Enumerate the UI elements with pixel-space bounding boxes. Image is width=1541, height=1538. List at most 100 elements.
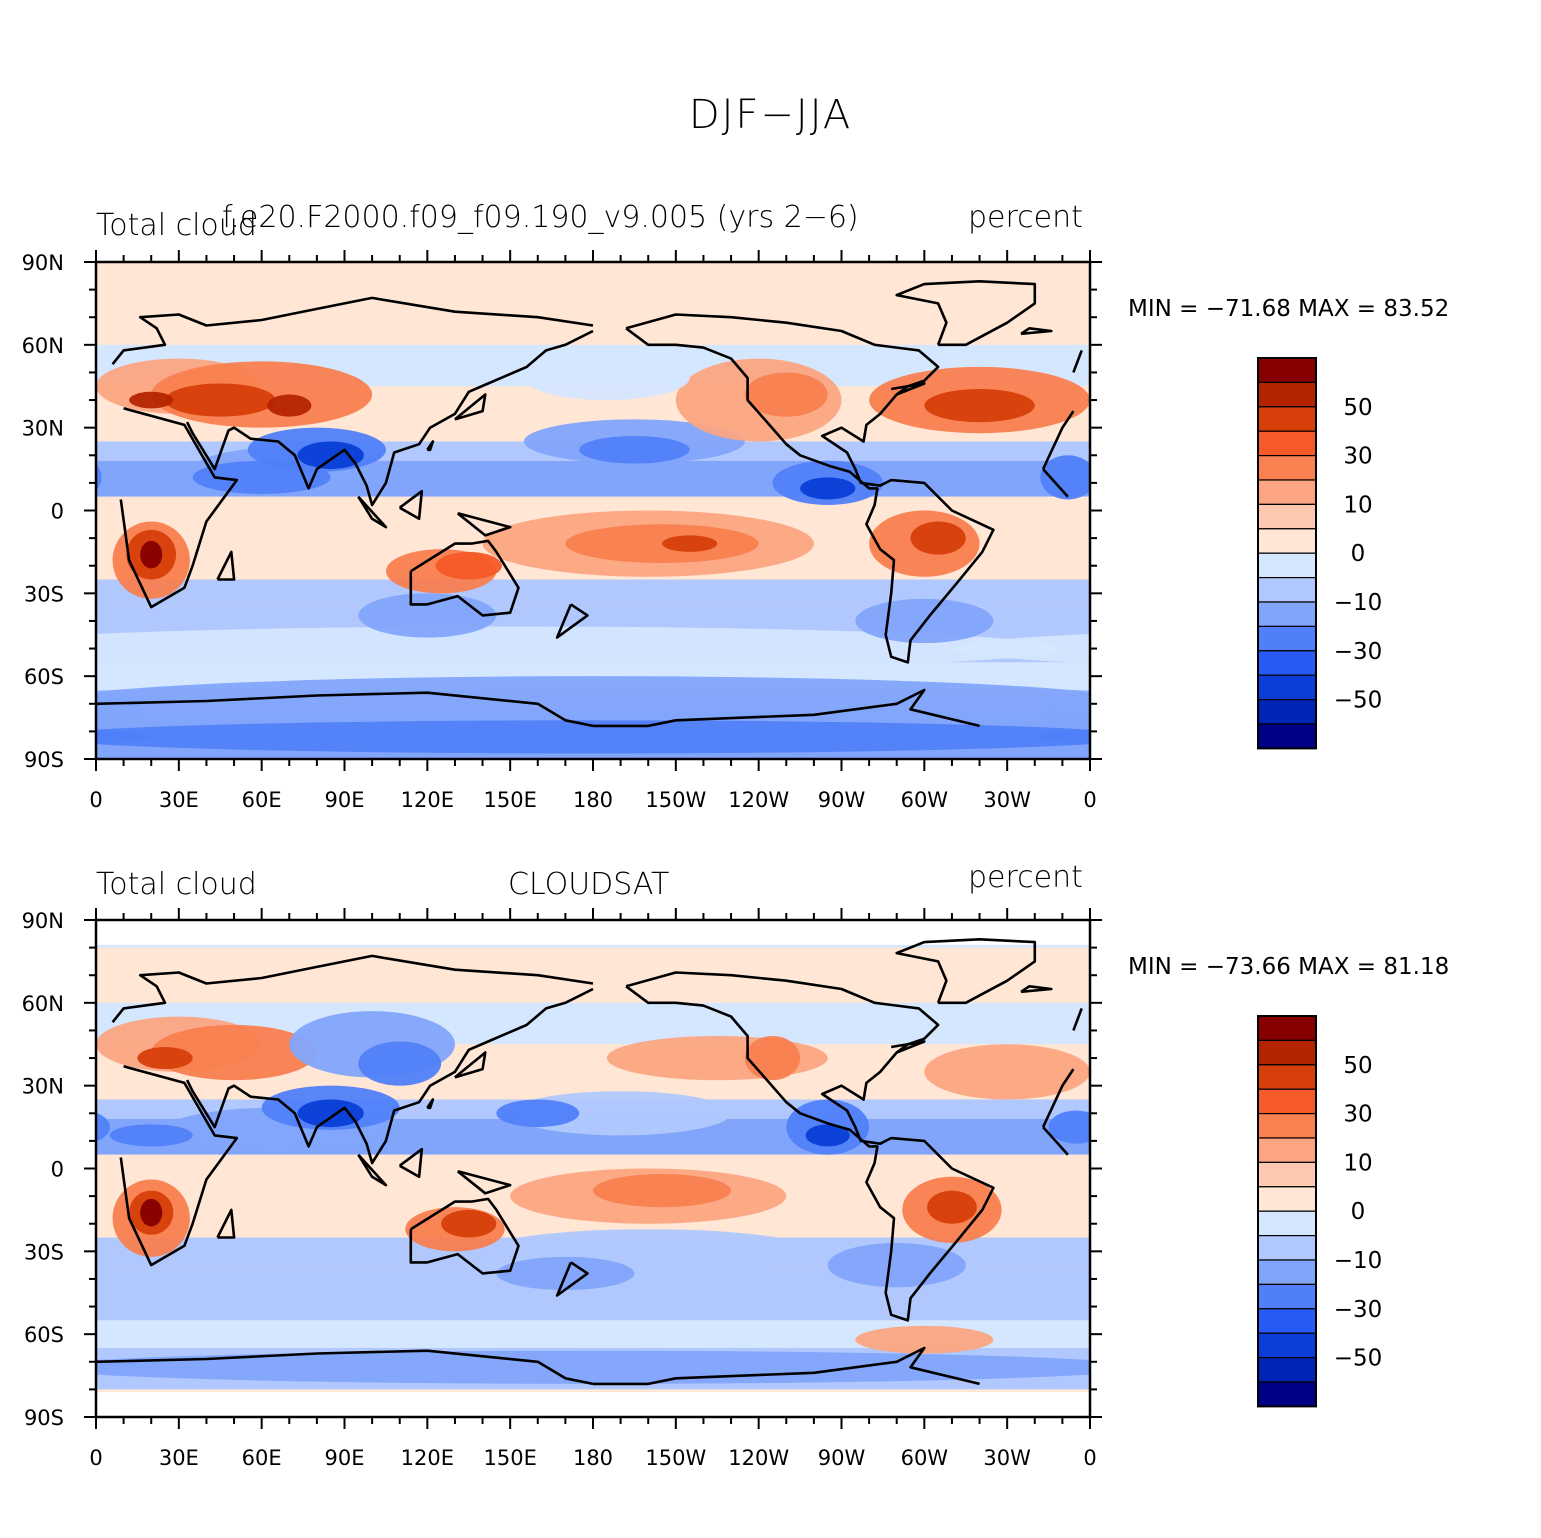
colorbar-box — [1257, 357, 1317, 383]
panel1-minmax: MIN = −71.68 MAX = 83.52 — [1128, 296, 1449, 322]
panel1-min: MIN = −71.68 — [1128, 296, 1291, 322]
colorbar-box — [1257, 1308, 1317, 1334]
lat-tick-label: 90N — [22, 251, 64, 275]
coastline — [895, 279, 1037, 347]
lon-tick-label: 30E — [159, 788, 199, 812]
field-contour — [927, 1190, 977, 1224]
colorbar-label: 10 — [1343, 492, 1372, 518]
panel1-map: 90N 60N 30N 0 30S 60S 90S 0 30E 60E 90E 120E 150E 180… — [22, 250, 1256, 812]
colorbar-box — [1257, 406, 1317, 432]
lat-tick-label: 30N — [22, 1075, 64, 1099]
lon-tick-label: 90W — [818, 788, 866, 812]
field-band — [96, 289, 1090, 345]
colorbar-label: −10 — [1334, 1248, 1383, 1274]
colorbar-box — [1257, 1088, 1317, 1115]
field-contour — [267, 394, 312, 417]
coastline — [185, 987, 594, 1165]
colorbar-box — [1257, 1137, 1317, 1163]
lon-tick-label: 120E — [401, 1446, 454, 1470]
field-contour — [358, 1041, 442, 1086]
panel1-center-string: f.e20.F2000.f09_f09.190_v9.005 (yrs 2−6) — [222, 200, 859, 235]
colorbar-label: 50 — [1343, 1053, 1372, 1079]
coastline — [216, 1208, 236, 1239]
coastline — [185, 329, 594, 507]
coastline — [96, 1349, 594, 1386]
colorbar-label: −30 — [1334, 1297, 1383, 1323]
colorbar-box — [1257, 1210, 1317, 1237]
lon-tick-label: 60E — [242, 788, 282, 812]
colorbar-label: 0 — [1351, 1199, 1366, 1225]
colorbar-box — [1257, 528, 1317, 554]
lon-tick-label: 180 — [573, 788, 613, 812]
colorbar-frame — [1257, 1015, 1317, 1408]
field-contour — [1034, 1360, 1090, 1375]
field-contour — [496, 1099, 580, 1128]
colorbar-label: 0 — [1351, 541, 1366, 567]
field-contour — [800, 477, 856, 500]
colorbar-box — [1257, 1234, 1317, 1261]
colorbar-box — [1257, 455, 1317, 481]
panel2-min: MIN = −73.66 — [1128, 954, 1291, 980]
field-contour — [96, 464, 102, 491]
colorbar-box — [1257, 674, 1317, 701]
lon-tick-label: 90W — [818, 1446, 866, 1470]
panel1-left-string: Total cloud — [96, 208, 257, 243]
coastline — [111, 296, 594, 366]
coastline — [555, 603, 589, 639]
lon-tick-label: 90E — [325, 1446, 365, 1470]
coastline — [111, 954, 594, 1024]
panel2-center-string: CLOUDSAT — [508, 867, 670, 902]
coastline — [454, 1051, 487, 1079]
colorbar-box — [1257, 723, 1317, 749]
colorbar-box — [1257, 625, 1317, 652]
colorbar-box — [1257, 650, 1317, 676]
lon-tick-label: 180 — [573, 1446, 613, 1470]
colorbar-label: −30 — [1334, 639, 1383, 665]
colorbar-box — [1257, 1161, 1317, 1188]
field-contour — [593, 1174, 732, 1208]
panel2-minmax: MIN = −73.66 MAX = 81.18 — [1128, 954, 1449, 980]
field-contour — [96, 1360, 152, 1375]
lon-tick-label: 120E — [401, 788, 454, 812]
coastline — [593, 688, 980, 728]
lon-tick-label: 150W — [645, 788, 706, 812]
coastline — [456, 512, 512, 537]
coastline — [398, 1147, 424, 1179]
figure-title: DJF−JJA — [688, 92, 853, 138]
lat-tick-label: 0 — [51, 500, 64, 524]
field-contour — [109, 1124, 193, 1147]
lon-tick-label: 60W — [901, 788, 949, 812]
colorbar-box — [1257, 381, 1317, 408]
lat-tick-label: 90S — [24, 748, 64, 772]
colorbar-box — [1257, 1356, 1317, 1383]
colorbar-box — [1257, 1064, 1317, 1090]
field-contour — [744, 372, 828, 417]
field-contour — [1090, 359, 1256, 414]
colorbar-box — [1257, 698, 1317, 725]
lon-tick-label: 60E — [242, 1446, 282, 1470]
colorbar-frame — [1257, 357, 1317, 750]
colorbar-box — [1257, 552, 1317, 579]
lon-tick-label: 120W — [728, 1446, 789, 1470]
lat-tick-label: 60S — [24, 665, 64, 689]
field-contour — [952, 633, 1090, 664]
field-contour — [1090, 1017, 1256, 1072]
lon-tick-label: 0 — [89, 788, 102, 812]
field-contour — [1034, 729, 1090, 745]
field-band — [96, 947, 1090, 1003]
panel1-right-string: percent — [968, 200, 1083, 235]
coastline — [398, 489, 424, 521]
field-contour — [441, 1209, 497, 1238]
field-contour — [805, 1124, 850, 1147]
coastline — [119, 1065, 239, 1267]
colorbar-box — [1257, 430, 1317, 457]
coastline — [625, 313, 995, 664]
colorbar-box — [1257, 1283, 1317, 1310]
lon-tick-label: 150W — [645, 1446, 706, 1470]
lat-tick-label: 30S — [24, 582, 64, 606]
colorbar-label: −50 — [1334, 1346, 1383, 1372]
coastline — [454, 393, 487, 421]
field-contour — [151, 1024, 317, 1081]
